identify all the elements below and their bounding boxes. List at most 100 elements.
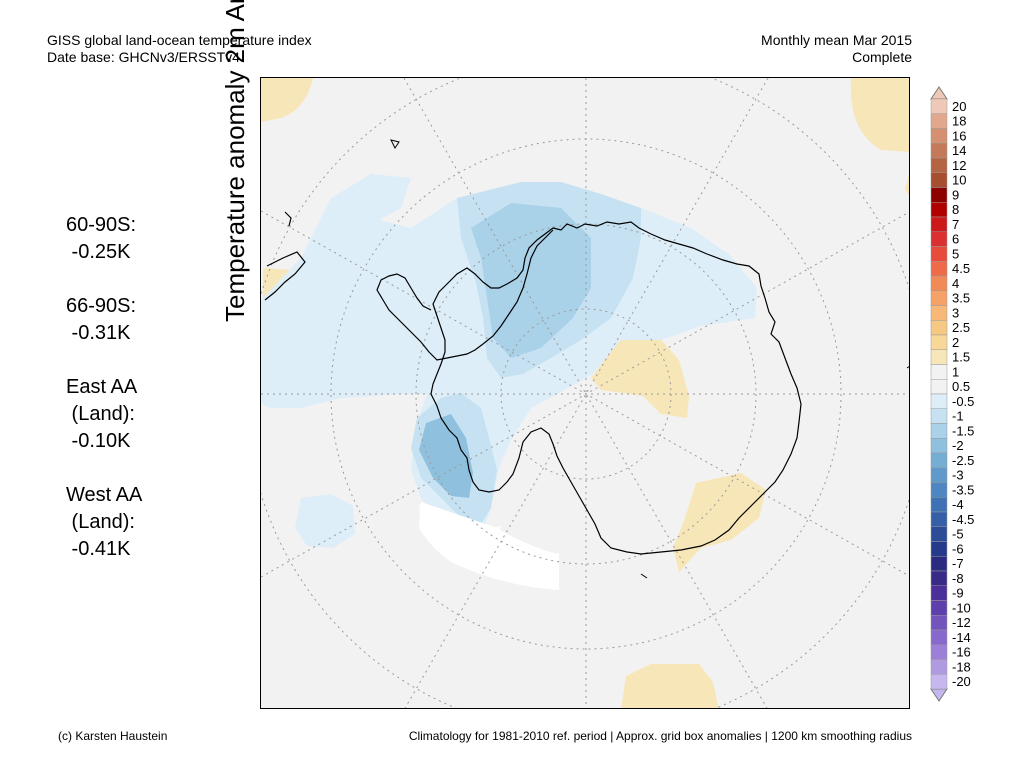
stat-label: East AA — [66, 376, 138, 398]
colorbar-swatch — [930, 231, 948, 247]
colorbar-tick-label: -12 — [952, 615, 971, 630]
colorbar-swatch — [930, 526, 948, 542]
colorbar-swatch — [930, 644, 948, 660]
meridian — [261, 211, 909, 578]
colorbar-tick-label: -7 — [952, 556, 964, 571]
colorbar-swatch — [930, 113, 948, 129]
island-coast — [906, 366, 909, 369]
antarctica-anomaly-map — [260, 77, 910, 709]
colorbar-swatch — [930, 216, 948, 232]
colorbar-tick-label: 2.5 — [952, 320, 970, 335]
colorbar-swatch — [930, 246, 948, 262]
colorbar-swatch — [930, 556, 948, 572]
colorbar-tick-label: -9 — [952, 586, 964, 601]
warm-patch-south — [621, 664, 719, 708]
colorbar-tick-label: -18 — [952, 659, 971, 674]
colorbar-tick-label: 18 — [952, 114, 966, 129]
colorbar-tick-label: 4 — [952, 276, 959, 291]
cool-patch-sw — [295, 494, 355, 548]
data-base-label: Date base: GHCNv3/ERSSTv4 — [47, 49, 240, 65]
antarctic-peninsula-coast — [376, 229, 554, 361]
warm-patch-nw — [261, 78, 313, 122]
colorbar-swatch — [930, 511, 948, 527]
colorbar-svg: 201816141210987654.543.532.521.510.5-0.5… — [930, 86, 974, 702]
stat-label: 60-90S: — [66, 214, 137, 236]
colorbar-arrow-bottom — [930, 688, 948, 702]
colorbar-swatch — [930, 482, 948, 498]
colorbar-tick-label: 3 — [952, 305, 959, 320]
warm-patch-ne — [850, 78, 909, 152]
colorbar-tick-label: 20 — [952, 99, 966, 114]
colorbar-swatch — [930, 423, 948, 439]
colorbar-tick-label: -4 — [952, 497, 964, 512]
colorbar-tick-label: -3.5 — [952, 482, 974, 497]
colorbar-legend: 20 18 16 14 12 10 9 8 7 6 5 4.5 4 3.5 3 2.5 2 1.5 1 0.5 -0.5… — [928, 85, 1018, 703]
colorbar-swatch — [930, 438, 948, 454]
colorbar-tick-label: -8 — [952, 571, 964, 586]
colorbar-tick-label: 0.5 — [952, 379, 970, 394]
stat-east-aa: East AA (Land): -0.10K — [66, 374, 142, 455]
map-canvas — [261, 78, 909, 708]
stat-value: -0.41K — [66, 538, 131, 560]
colorbar-tick-label: 6 — [952, 232, 959, 247]
antarctica-coastline — [430, 221, 802, 555]
colorbar-tick-label: 5 — [952, 246, 959, 261]
warm-patch-e — [905, 173, 909, 196]
colorbar-tick-label: -2.5 — [952, 453, 974, 468]
colorbar-swatch — [930, 600, 948, 616]
colorbar-swatch — [930, 379, 948, 395]
warm-patch-east-antarctica — [591, 334, 689, 418]
stat-sublabel: (Land): — [66, 511, 135, 533]
colorbar-tick-label: -1 — [952, 409, 964, 424]
method-footer: Climatology for 1981-2010 ref. period | … — [408, 729, 912, 743]
colorbar-swatch — [930, 408, 948, 424]
colorbar-swatch — [930, 452, 948, 468]
colorbar-tick-label: 7 — [952, 217, 959, 232]
colorbar-tick-label: -1.5 — [952, 423, 974, 438]
colorbar-swatch — [930, 202, 948, 218]
colorbar-swatch — [930, 541, 948, 557]
stat-60-90s: 60-90S: -0.25K — [66, 212, 142, 266]
colorbar-swatch — [930, 615, 948, 631]
missing-data-band — [419, 502, 559, 590]
colorbar-swatch — [930, 659, 948, 675]
colorbar-tick-label: -10 — [952, 600, 971, 615]
colorbar-swatch — [930, 305, 948, 321]
credit-footer: (c) Karsten Haustein — [58, 729, 168, 743]
colorbar-swatch — [930, 349, 948, 365]
island-coast — [640, 573, 648, 579]
colorbar-tick-label: -0.5 — [952, 394, 974, 409]
colorbar-tick-label: 10 — [952, 173, 966, 188]
colorbar-swatch — [930, 393, 948, 409]
colorbar-tick-label: 4.5 — [952, 261, 970, 276]
colorbar-tick-label: 14 — [952, 143, 966, 158]
colorbar-swatch — [930, 467, 948, 483]
colorbar-swatch — [930, 674, 948, 690]
map-header-right: Monthly mean Mar 2015 Complete — [761, 32, 912, 66]
map-title: Temperature anomaly 2m Antarctica (°C) — [220, 0, 250, 322]
colorbar-swatch — [930, 585, 948, 601]
colorbar-swatch — [930, 261, 948, 277]
colorbar-tick-label: 1.5 — [952, 350, 970, 365]
stat-label: West AA — [66, 484, 143, 506]
stat-west-aa: West AA (Land): -0.41K — [66, 482, 142, 563]
colorbar-swatch — [930, 187, 948, 203]
latitude-circle — [415, 223, 757, 565]
stat-value: -0.25K — [66, 241, 131, 263]
completeness-label: Complete — [852, 49, 912, 65]
colorbar-tick-label: -4.5 — [952, 512, 974, 527]
colorbar-swatch — [930, 172, 948, 188]
colorbar-tick-label: -14 — [952, 630, 971, 645]
cool-patch-core — [419, 414, 473, 498]
colorbar-swatch — [930, 143, 948, 159]
colorbar-swatch — [930, 128, 948, 144]
dataset-title: GISS global land-ocean temperature index — [47, 32, 312, 48]
map-header-left: GISS global land-ocean temperature index… — [47, 32, 312, 66]
colorbar-swatch — [930, 275, 948, 291]
colorbar-tick-label: -20 — [952, 674, 971, 689]
stat-66-90s: 66-90S: -0.31K — [66, 293, 142, 347]
colorbar-tick-label: 12 — [952, 158, 966, 173]
colorbar-tick-label: -6 — [952, 541, 964, 556]
stat-value: -0.10K — [66, 430, 131, 452]
cool-patch-weddell — [471, 203, 591, 358]
